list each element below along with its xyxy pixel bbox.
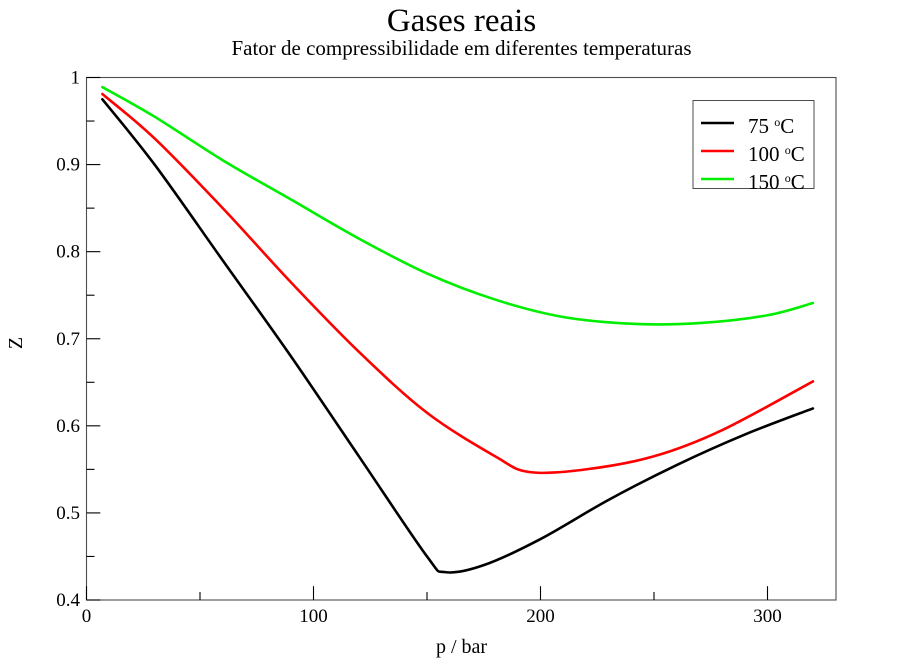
svg-text:0.8: 0.8 — [56, 242, 80, 263]
svg-text:0.5: 0.5 — [56, 503, 80, 524]
svg-text:150 oC: 150 oC — [748, 170, 805, 194]
svg-text:75 oC: 75 oC — [748, 114, 794, 138]
svg-text:1: 1 — [71, 68, 81, 89]
svg-text:0.7: 0.7 — [56, 329, 80, 350]
svg-text:300: 300 — [753, 606, 782, 627]
svg-text:100 oC: 100 oC — [748, 142, 805, 166]
svg-text:0.6: 0.6 — [56, 416, 80, 437]
svg-text:p / bar: p / bar — [436, 636, 487, 658]
svg-text:0: 0 — [82, 606, 92, 627]
svg-text:100: 100 — [299, 606, 328, 627]
svg-text:0.4: 0.4 — [56, 590, 80, 611]
svg-text:0.9: 0.9 — [56, 155, 80, 176]
svg-text:200: 200 — [526, 606, 555, 627]
svg-text:Z: Z — [5, 337, 27, 349]
